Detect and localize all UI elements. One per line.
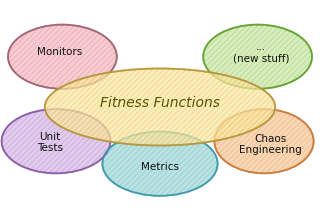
Text: Monitors: Monitors [36, 48, 82, 57]
Ellipse shape [214, 109, 314, 173]
Ellipse shape [8, 25, 117, 89]
Text: Fitness Functions: Fitness Functions [100, 96, 220, 110]
Ellipse shape [102, 132, 218, 196]
Ellipse shape [45, 68, 275, 146]
Ellipse shape [203, 25, 312, 89]
Text: Metrics: Metrics [141, 162, 179, 172]
Text: Chaos
Engineering: Chaos Engineering [239, 134, 302, 155]
Text: ...
(new stuff): ... (new stuff) [233, 42, 289, 63]
Ellipse shape [2, 109, 110, 173]
Text: Unit
Tests: Unit Tests [36, 132, 63, 153]
